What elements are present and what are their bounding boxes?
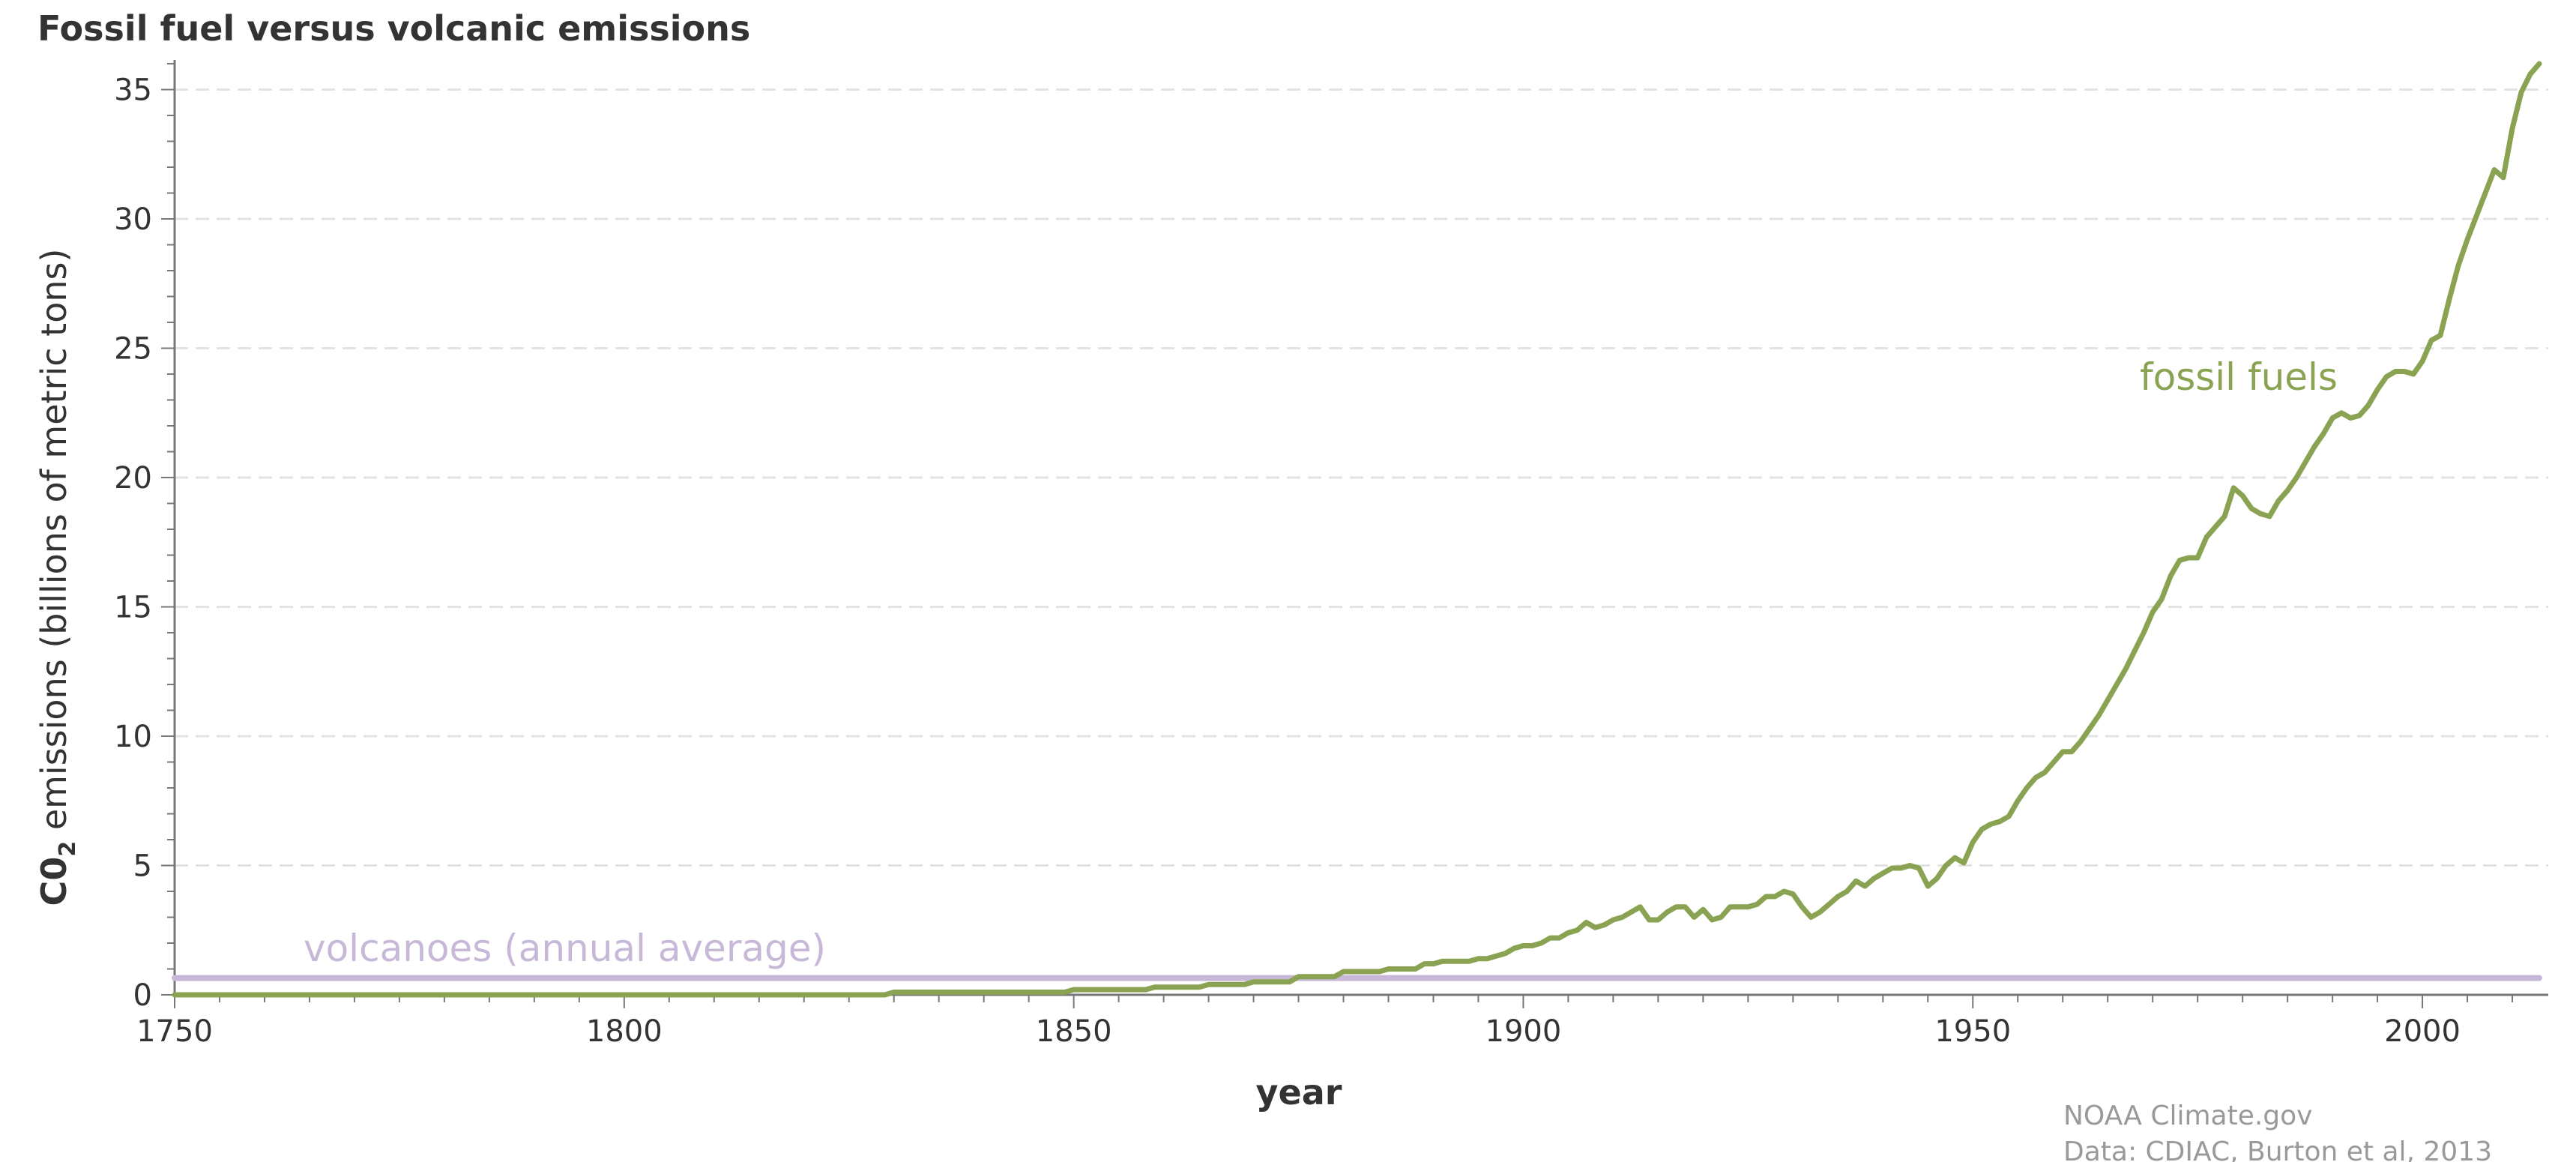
y-tick-label-10: 10 <box>114 720 152 754</box>
x-axis-label: year <box>1256 1072 1342 1113</box>
credit-source: NOAA Climate.gov <box>2063 1101 2313 1131</box>
chart-title: Fossil fuel versus volcanic emissions <box>37 8 750 49</box>
fossil-fuels-line <box>172 61 2542 998</box>
x-tick-label-1950: 1950 <box>1934 1014 2011 1049</box>
y-axis-label-subscript: 2 <box>55 841 81 857</box>
y-tick-label-20: 20 <box>114 461 152 496</box>
y-ticks: 0 5 10 15 20 25 30 35 <box>114 63 175 1013</box>
axes <box>173 60 2548 996</box>
volcanoes-label: volcanoes (annual average) <box>304 927 826 970</box>
y-axis-label-main: C0 <box>34 857 74 906</box>
y-tick-label-0: 0 <box>133 978 152 1013</box>
x-tick-label-1800: 1800 <box>586 1014 663 1049</box>
y-tick-label-15: 15 <box>114 591 152 625</box>
x-tick-label-1900: 1900 <box>1485 1014 1562 1049</box>
x-tick-label-2000: 2000 <box>2384 1014 2461 1049</box>
fossil-fuels-label: fossil fuels <box>2140 355 2338 399</box>
credit-data: Data: CDIAC, Burton et al, 2013 <box>2063 1137 2492 1162</box>
y-tick-label-30: 30 <box>114 202 152 237</box>
y-tick-label-25: 25 <box>114 332 152 367</box>
y-tick-label-35: 35 <box>114 73 152 108</box>
y-axis-label: C02 emissions (billions of metric tons) <box>34 249 81 906</box>
series <box>172 61 2542 998</box>
y-axis-label-rest: emissions (billions of metric tons) <box>34 249 74 841</box>
y-tick-label-5: 5 <box>133 849 152 884</box>
x-ticks: 1750 1800 1850 1900 1950 2000 <box>136 995 2514 1049</box>
grid <box>175 88 2548 867</box>
x-tick-label-1750: 1750 <box>136 1014 213 1049</box>
x-tick-label-1850: 1850 <box>1036 1014 1112 1049</box>
